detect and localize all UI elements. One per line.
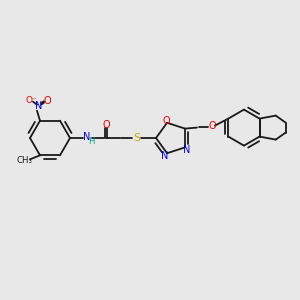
- Text: O: O: [208, 121, 216, 130]
- Text: S: S: [134, 133, 141, 143]
- Text: N: N: [35, 101, 43, 111]
- Text: H: H: [88, 136, 94, 146]
- Text: N: N: [161, 151, 169, 161]
- Text: O: O: [43, 96, 51, 106]
- Text: O: O: [102, 120, 110, 130]
- Text: CH₃: CH₃: [17, 156, 33, 165]
- Text: O: O: [162, 116, 170, 126]
- Text: N: N: [183, 146, 190, 155]
- Text: N: N: [83, 132, 91, 142]
- Text: O⁻: O⁻: [25, 96, 37, 105]
